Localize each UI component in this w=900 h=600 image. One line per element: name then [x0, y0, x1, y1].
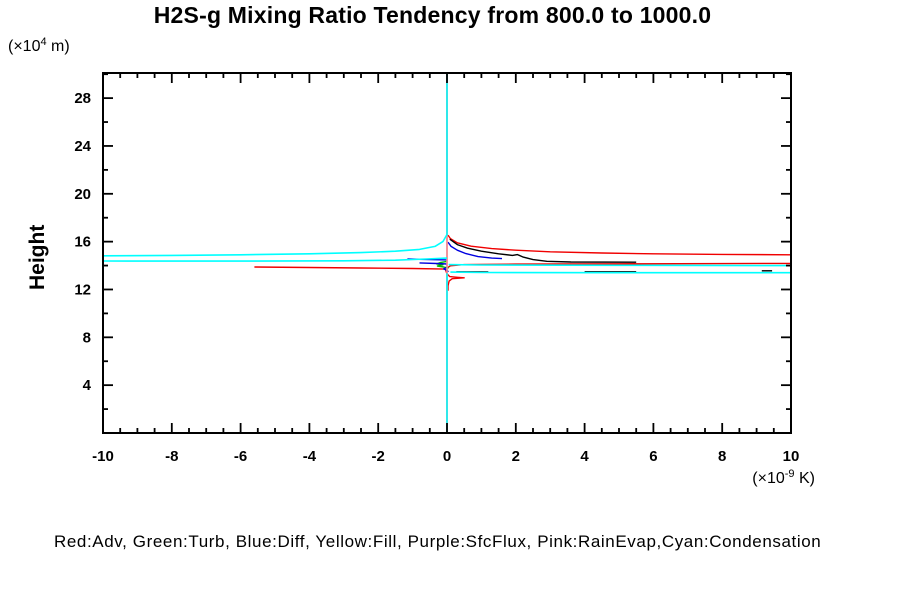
- x-unit-exponent: -9: [784, 468, 795, 480]
- x-tick-label: 10: [783, 448, 800, 465]
- series-line-adv: [447, 234, 792, 256]
- x-tick-label: 4: [580, 448, 589, 465]
- x-tick-label: -6: [234, 448, 247, 465]
- series-line-diff: [447, 241, 503, 260]
- y-unit-suffix: m): [46, 38, 70, 55]
- x-tick-label: -4: [303, 448, 317, 465]
- y-axis-unit: (×104 m): [8, 36, 70, 56]
- y-tick-label: 12: [74, 281, 91, 298]
- x-tick-label: -10: [92, 448, 114, 465]
- y-tick-label: 16: [74, 234, 91, 251]
- y-axis-title: Height: [26, 224, 49, 290]
- x-tick-label: 2: [512, 448, 520, 465]
- y-tick-label: 8: [83, 329, 91, 346]
- series-line-condensation: [448, 263, 792, 267]
- x-tick-label: -2: [372, 448, 385, 465]
- y-tick-label: 24: [74, 138, 91, 155]
- x-axis-unit: (×10-9 K): [640, 468, 815, 488]
- y-unit-prefix: (×10: [8, 38, 41, 55]
- legend: Red:Adv, Green:Turb, Blue:Diff, Yellow:F…: [54, 532, 822, 551]
- x-tick-label: 8: [718, 448, 726, 465]
- x-tick-label: -8: [165, 448, 178, 465]
- x-unit-suffix: K): [794, 470, 815, 487]
- y-tick-label: 28: [74, 90, 91, 107]
- y-unit-exponent: 4: [40, 36, 47, 48]
- chart-title: H2S-g Mixing Ratio Tendency from 800.0 t…: [153, 2, 712, 28]
- x-tick-label: 6: [649, 448, 657, 465]
- series-line-total: [449, 238, 637, 263]
- series-line-adv: [254, 266, 446, 270]
- y-tick-label: 20: [74, 186, 91, 203]
- series-line-condensation: [102, 257, 448, 262]
- series-line-diff: [419, 262, 448, 265]
- y-tick-label: 4: [83, 377, 92, 394]
- series-line-turb: [436, 260, 449, 269]
- series-line-condensation: [450, 271, 791, 274]
- series-line-condensation: [102, 73, 448, 257]
- x-tick-label: 0: [443, 448, 451, 465]
- series-line-adv: [444, 268, 465, 291]
- x-unit-prefix: (×10: [752, 470, 785, 487]
